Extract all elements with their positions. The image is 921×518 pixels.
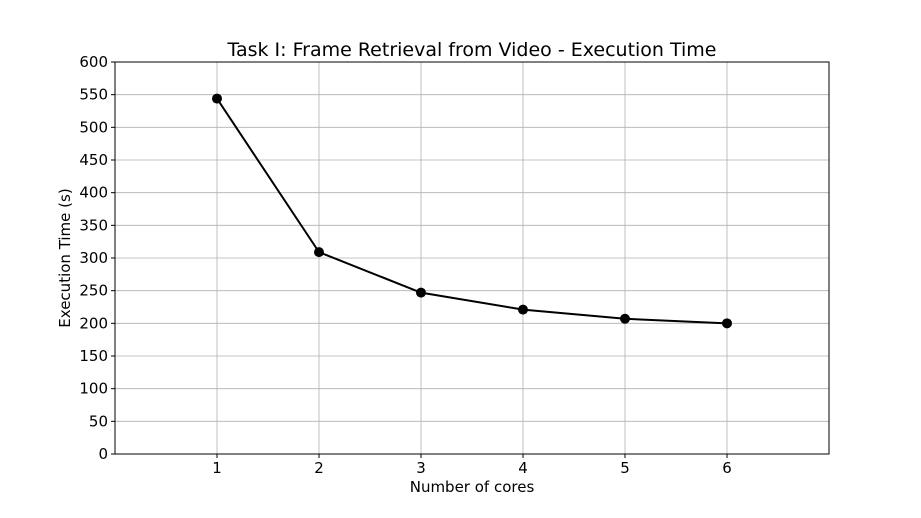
x-tick-label: 1 xyxy=(212,459,222,477)
x-axis: 1 2 3 4 5 6 xyxy=(212,454,732,477)
data-point xyxy=(722,318,732,329)
y-axis-label: Execution Time (s) xyxy=(56,188,74,327)
x-axis-label: Number of cores xyxy=(410,478,535,496)
y-tick-label: 500 xyxy=(79,118,108,136)
y-tick-label: 300 xyxy=(79,249,108,267)
data-point xyxy=(620,313,630,324)
y-tick-label: 50 xyxy=(89,412,108,430)
y-tick-label: 150 xyxy=(79,347,108,365)
x-tick-label: 2 xyxy=(314,459,324,477)
y-tick-label: 600 xyxy=(79,53,108,71)
y-tick-label: 250 xyxy=(79,282,108,300)
data-point xyxy=(314,247,324,258)
x-tick-label: 4 xyxy=(518,459,528,477)
series-line xyxy=(216,98,728,325)
data-point xyxy=(518,304,528,315)
chart-title: Task I: Frame Retrieval from Video - Exe… xyxy=(227,39,717,61)
y-tick-label: 200 xyxy=(79,314,108,332)
y-tick-label: 350 xyxy=(79,216,108,234)
y-tick-label: 0 xyxy=(98,445,108,463)
y-tick-label: 100 xyxy=(79,380,108,398)
grid xyxy=(115,61,829,455)
series-group xyxy=(212,93,732,329)
y-axis: 0 50 100 150 200 250 300 350 400 450 500 550 600 xyxy=(79,53,115,463)
x-tick-label: 5 xyxy=(620,459,630,477)
y-tick-label: 550 xyxy=(79,86,108,104)
y-tick-label: 400 xyxy=(79,184,108,202)
data-point xyxy=(416,287,426,298)
x-tick-label: 6 xyxy=(722,459,732,477)
data-point xyxy=(212,93,222,104)
x-tick-label: 3 xyxy=(416,459,426,477)
y-tick-label: 450 xyxy=(79,151,108,169)
